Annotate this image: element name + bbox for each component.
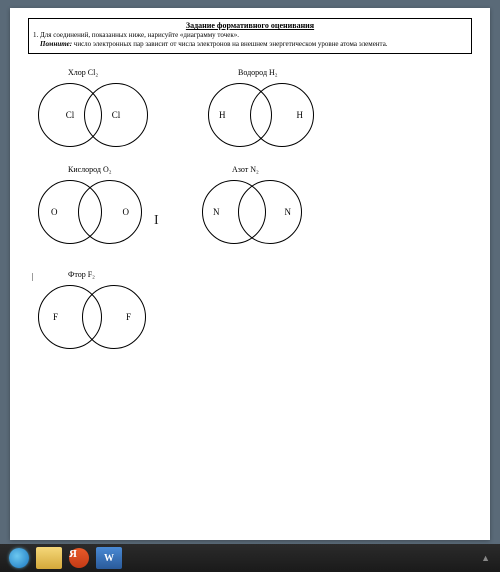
diagram-row-1: Хлор Cl₂ Cl Cl Водород H₂ H H — [38, 68, 462, 147]
atom-symbol: H — [219, 110, 226, 120]
venn-diagram: H H — [208, 83, 314, 147]
atom-circle-right: N — [238, 180, 302, 244]
molecule-fluorine: | Фтор F₂ F F — [38, 270, 146, 349]
atom-symbol: H — [297, 110, 304, 120]
molecule-hydrogen: Водород H₂ H H — [208, 68, 314, 147]
document-page: Задание формативного оценивания 1. Для с… — [10, 8, 490, 540]
venn-diagram: F F — [38, 285, 146, 349]
atom-circle-right: Cl — [84, 83, 148, 147]
task-line-1: 1. Для соединений, показанных ниже, нари… — [33, 31, 239, 39]
venn-diagram: O O — [38, 180, 142, 244]
task-description: 1. Для соединений, показанных ниже, нари… — [33, 31, 467, 49]
file-explorer-button[interactable] — [36, 547, 62, 569]
molecule-label: Хлор Cl₂ — [68, 68, 98, 77]
diagram-row-3: | Фтор F₂ F F — [38, 270, 462, 349]
molecule-label: Кислород O₂ — [68, 165, 112, 174]
system-tray[interactable]: ▲ — [481, 553, 494, 563]
molecule-chlorine: Хлор Cl₂ Cl Cl — [38, 68, 148, 147]
diagram-row-2: Кислород O₂ O O I Азот N₂ N N — [38, 165, 462, 244]
text-cursor-icon: I — [154, 213, 159, 229]
molecule-label: Фтор F₂ — [68, 270, 95, 279]
atom-symbol: N — [213, 207, 220, 217]
atom-symbol: O — [123, 207, 130, 217]
application-viewport: Задание формативного оценивания 1. Для с… — [0, 0, 500, 544]
windows-taskbar[interactable]: Я W ▲ — [0, 544, 500, 572]
atom-symbol: F — [126, 312, 131, 322]
atom-symbol: Cl — [66, 110, 75, 120]
venn-diagram: N N — [202, 180, 302, 244]
atom-symbol: Cl — [112, 110, 121, 120]
atom-circle-right: F — [82, 285, 146, 349]
yandex-icon: Я — [69, 548, 89, 568]
venn-diagram: Cl Cl — [38, 83, 148, 147]
atom-circle-right: O — [78, 180, 142, 244]
windows-logo-icon — [9, 548, 29, 568]
stray-bar-icon: | — [32, 272, 34, 281]
word-button[interactable]: W — [96, 547, 122, 569]
atom-circle-right: H — [250, 83, 314, 147]
remember-label: Помните: — [40, 40, 72, 48]
molecule-label: Азот N₂ — [232, 165, 259, 174]
atom-symbol: F — [53, 312, 58, 322]
task-header-box: Задание формативного оценивания 1. Для с… — [28, 18, 472, 54]
molecule-label: Водород H₂ — [238, 68, 278, 77]
atom-symbol: N — [285, 207, 292, 217]
molecule-nitrogen: Азот N₂ N N — [202, 165, 302, 244]
yandex-button[interactable]: Я — [66, 547, 92, 569]
page-title: Задание формативного оценивания — [33, 21, 467, 30]
molecule-oxygen: Кислород O₂ O O I — [38, 165, 142, 244]
remember-text: число электронных пар зависит от числа э… — [72, 40, 388, 48]
start-button[interactable] — [6, 547, 32, 569]
diagrams-container: Хлор Cl₂ Cl Cl Водород H₂ H H Кислоро — [28, 68, 472, 349]
atom-symbol: O — [51, 207, 58, 217]
